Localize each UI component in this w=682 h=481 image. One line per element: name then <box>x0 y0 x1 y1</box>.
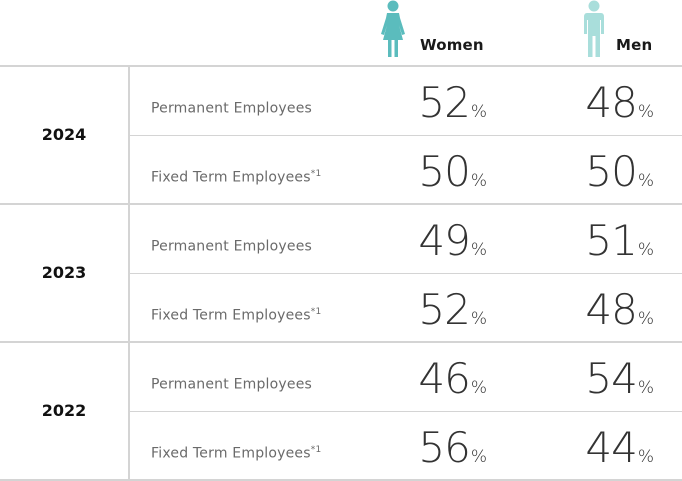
category-label: Permanent Employees <box>151 376 312 393</box>
women-value: 56 <box>418 423 470 472</box>
table-row: Permanent Employees 49% 51% <box>130 204 682 273</box>
table-row: Fixed Term Employees*1 56% 44% <box>130 411 682 480</box>
column-header-men: Men <box>580 0 680 66</box>
percent-unit: % <box>470 240 487 260</box>
category-text: Fixed Term Employees <box>151 445 311 462</box>
percent-unit: % <box>470 378 487 398</box>
year-label: 2022 <box>41 401 87 420</box>
men-percentage: 51% <box>585 216 654 265</box>
column-label-women: Women <box>420 36 484 54</box>
men-value: 44 <box>585 423 637 472</box>
percent-unit: % <box>470 102 487 122</box>
category-label: Fixed Term Employees*1 <box>151 307 321 324</box>
percent-unit: % <box>637 378 654 398</box>
men-value: 51 <box>585 216 637 265</box>
men-percentage: 48% <box>585 285 654 334</box>
category-label: Permanent Employees <box>151 100 312 117</box>
women-percentage: 56% <box>418 423 487 472</box>
divider <box>0 203 682 205</box>
table-row: Permanent Employees 46% 54% <box>130 342 682 411</box>
category-text: Fixed Term Employees <box>151 307 311 324</box>
women-percentage: 52% <box>418 78 487 127</box>
percent-unit: % <box>637 102 654 122</box>
category-text: Permanent Employees <box>151 100 313 117</box>
category-label: Fixed Term Employees*1 <box>151 445 321 462</box>
women-percentage: 50% <box>418 147 487 196</box>
men-percentage: 48% <box>585 78 654 127</box>
divider <box>128 66 130 204</box>
divider <box>128 342 130 480</box>
women-value: 52 <box>418 78 470 127</box>
category-text: Fixed Term Employees <box>151 169 311 186</box>
women-percentage: 52% <box>418 285 487 334</box>
women-percentage: 49% <box>418 216 487 265</box>
footnote-marker: *1 <box>310 169 322 179</box>
category-label: Permanent Employees <box>151 238 312 255</box>
footnote-marker: *1 <box>310 445 322 455</box>
women-percentage: 46% <box>418 354 487 403</box>
women-value: 50 <box>418 147 470 196</box>
man-icon <box>584 0 604 57</box>
table-row: Fixed Term Employees*1 50% 50% <box>130 135 682 204</box>
category-text: Permanent Employees <box>151 376 313 393</box>
column-header-women: Women <box>378 0 498 66</box>
year-label: 2024 <box>41 125 87 144</box>
men-value: 50 <box>585 147 637 196</box>
divider <box>0 65 682 67</box>
divider <box>130 273 682 274</box>
divider <box>130 135 682 136</box>
percent-unit: % <box>470 171 487 191</box>
men-percentage: 50% <box>585 147 654 196</box>
table-row: Fixed Term Employees*1 52% 48% <box>130 273 682 342</box>
women-value: 52 <box>418 285 470 334</box>
footnote-marker: *1 <box>310 307 322 317</box>
table-row: Permanent Employees 52% 48% <box>130 66 682 135</box>
column-label-men: Men <box>616 36 653 54</box>
percent-unit: % <box>637 447 654 467</box>
percent-unit: % <box>470 447 487 467</box>
divider <box>130 411 682 412</box>
women-value: 49 <box>418 216 470 265</box>
year-label: 2023 <box>41 263 87 282</box>
table-header: Women Men <box>0 0 682 66</box>
women-value: 46 <box>418 354 470 403</box>
men-value: 48 <box>585 285 637 334</box>
men-percentage: 54% <box>585 354 654 403</box>
divider <box>128 204 130 342</box>
percent-unit: % <box>637 171 654 191</box>
percent-unit: % <box>470 309 487 329</box>
men-value: 48 <box>585 78 637 127</box>
men-percentage: 44% <box>585 423 654 472</box>
category-text: Permanent Employees <box>151 238 313 255</box>
category-label: Fixed Term Employees*1 <box>151 169 321 186</box>
divider <box>0 341 682 343</box>
percent-unit: % <box>637 240 654 260</box>
percent-unit: % <box>637 309 654 329</box>
woman-icon <box>381 0 405 57</box>
men-value: 54 <box>585 354 637 403</box>
